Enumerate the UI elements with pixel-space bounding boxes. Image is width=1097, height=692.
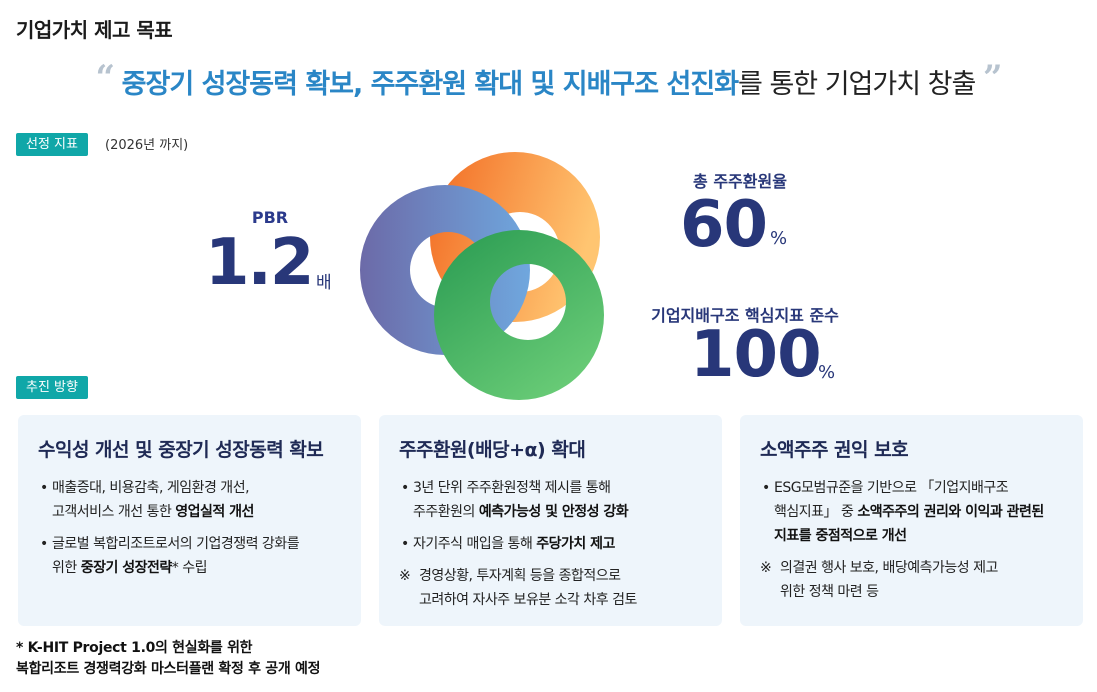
- shareholder-return-value: 60: [680, 188, 768, 262]
- pbr-value: 1.2: [205, 226, 314, 300]
- card-note: 경영상황, 투자계획 등을 종합적으로 고려하여 자사주 보유분 소각 차후 검…: [399, 564, 704, 612]
- governance-value: 100: [690, 318, 822, 392]
- selection-metrics-tag: 선정 지표: [16, 133, 88, 156]
- card-profitability: 수익성 개선 및 중장기 성장동력 확보 매출증대, 비용감축, 게임환경 개선…: [18, 415, 361, 626]
- item-bold: 중장기 성장전략: [80, 560, 173, 576]
- headline: “ 중장기 성장동력 확보, 주주환원 확대 및 지배구조 선진화를 통한 기업…: [0, 58, 1097, 101]
- green-segment: [434, 230, 604, 400]
- three-ring-graphic: [360, 152, 604, 400]
- item-text: 3년 단위 주주환원정책 제시를 통해 주주환원의: [413, 480, 611, 520]
- item-bold: 예측가능성 및 안정성 강화: [478, 504, 629, 520]
- headline-highlight: 중장기 성장동력 확보, 주주환원 확대 및 지배구조 선진화: [121, 69, 739, 100]
- item-text: 자기주식 매입을 통해: [413, 536, 537, 552]
- card-item: 자기주식 매입을 통해 주당가치 제고: [399, 532, 704, 556]
- headline-rest: 를 통한 기업가치 창출: [738, 69, 976, 100]
- governance-unit: %: [818, 362, 836, 383]
- footnote: * K-HIT Project 1.0의 현실화를 위한 복합리조트 경쟁력강화…: [16, 640, 321, 677]
- card-minority-shareholder: 소액주주 권익 보호 ESG모범규준을 기반으로 「기업지배구조 핵심지표」 중…: [740, 415, 1083, 626]
- item-bold: 소액주주의 권리와 이익과 관련된 지표를 중점적으로 개선: [774, 504, 1044, 544]
- card-note: 의결권 행사 보호, 배당예측가능성 제고 위한 정책 마련 등: [760, 556, 1065, 604]
- open-quote-mark: “: [95, 58, 116, 98]
- card-title: 소액주주 권익 보호: [760, 439, 909, 461]
- shareholder-return-unit: %: [770, 228, 788, 249]
- card-item: 매출증대, 비용감축, 게임환경 개선, 고객서비스 개선 통한 영업실적 개선: [38, 476, 343, 524]
- item-text: ESG모범규준을 기반으로 「기업지배구조 핵심지표」 중: [774, 480, 1009, 520]
- pbr-unit: 배: [316, 273, 332, 293]
- card-title: 수익성 개선 및 중장기 성장동력 확보: [38, 439, 324, 461]
- target-year-note: (2026년 까지): [105, 138, 189, 153]
- card-item: 3년 단위 주주환원정책 제시를 통해 주주환원의 예측가능성 및 안정성 강화: [399, 476, 704, 524]
- card-item: ESG모범규준을 기반으로 「기업지배구조 핵심지표」 중 소액주주의 권리와 …: [760, 476, 1065, 548]
- item-suffix: * 수립: [171, 560, 208, 576]
- page-title: 기업가치 제고 목표: [16, 18, 173, 42]
- direction-tag: 추진 방향: [16, 376, 88, 399]
- item-bold: 영업실적 개선: [175, 504, 254, 520]
- item-text: 글로벌 복합리조트로서의 기업경쟁력 강화를 위한: [52, 536, 300, 576]
- governance-label: 기업지배구조 핵심지표 준수: [651, 306, 839, 325]
- card-item: 글로벌 복합리조트로서의 기업경쟁력 강화를 위한 중장기 성장전략* 수립: [38, 532, 343, 580]
- shareholder-return-label: 총 주주환원율: [693, 172, 787, 191]
- close-quote-mark: ”: [982, 58, 1003, 98]
- card-shareholder-return: 주주환원(배당+α) 확대 3년 단위 주주환원정책 제시를 통해 주주환원의 …: [379, 415, 722, 626]
- card-title: 주주환원(배당+α) 확대: [399, 439, 586, 461]
- item-text: 매출증대, 비용감축, 게임환경 개선, 고객서비스 개선 통한: [52, 480, 250, 520]
- item-bold: 주당가치 제고: [536, 536, 615, 552]
- pbr-label: PBR: [251, 208, 289, 227]
